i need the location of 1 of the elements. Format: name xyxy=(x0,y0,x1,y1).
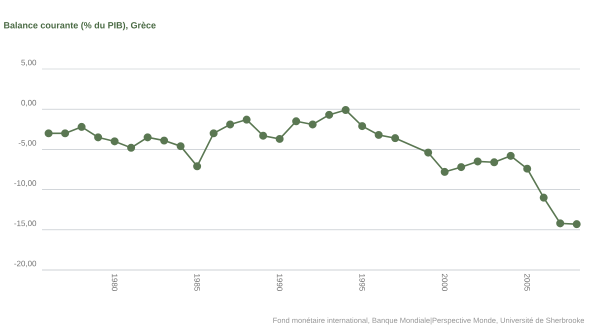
chart-title: Balance courante (% du PIB), Grèce xyxy=(4,22,156,30)
